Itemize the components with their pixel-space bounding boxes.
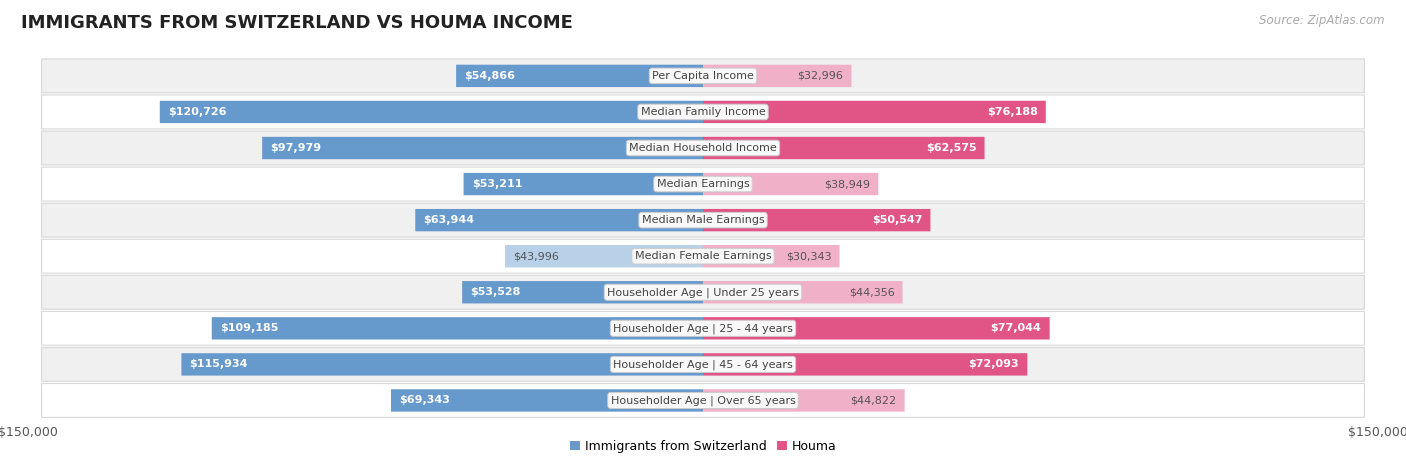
FancyBboxPatch shape xyxy=(42,59,1364,93)
FancyBboxPatch shape xyxy=(703,209,931,231)
Text: $72,093: $72,093 xyxy=(969,360,1019,369)
Text: $30,343: $30,343 xyxy=(786,251,831,261)
Text: $77,044: $77,044 xyxy=(991,323,1042,333)
FancyBboxPatch shape xyxy=(505,245,703,268)
Text: $44,356: $44,356 xyxy=(849,287,894,297)
Text: Householder Age | 25 - 44 years: Householder Age | 25 - 44 years xyxy=(613,323,793,333)
Text: $76,188: $76,188 xyxy=(987,107,1038,117)
FancyBboxPatch shape xyxy=(703,245,839,268)
Text: Householder Age | 45 - 64 years: Householder Age | 45 - 64 years xyxy=(613,359,793,370)
FancyBboxPatch shape xyxy=(262,137,703,159)
Text: $63,944: $63,944 xyxy=(423,215,475,225)
Legend: Immigrants from Switzerland, Houma: Immigrants from Switzerland, Houma xyxy=(565,435,841,458)
FancyBboxPatch shape xyxy=(415,209,703,231)
FancyBboxPatch shape xyxy=(464,173,703,195)
FancyBboxPatch shape xyxy=(703,317,1050,340)
FancyBboxPatch shape xyxy=(703,353,1028,375)
FancyBboxPatch shape xyxy=(42,276,1364,309)
FancyBboxPatch shape xyxy=(212,317,703,340)
Text: $115,934: $115,934 xyxy=(190,360,247,369)
FancyBboxPatch shape xyxy=(703,281,903,304)
Text: $97,979: $97,979 xyxy=(270,143,322,153)
FancyBboxPatch shape xyxy=(42,347,1364,382)
Text: $69,343: $69,343 xyxy=(399,396,450,405)
FancyBboxPatch shape xyxy=(160,101,703,123)
FancyBboxPatch shape xyxy=(703,65,852,87)
Text: $53,211: $53,211 xyxy=(471,179,522,189)
Text: $32,996: $32,996 xyxy=(797,71,844,81)
FancyBboxPatch shape xyxy=(42,311,1364,345)
Text: Median Family Income: Median Family Income xyxy=(641,107,765,117)
FancyBboxPatch shape xyxy=(703,101,1046,123)
Text: $109,185: $109,185 xyxy=(219,323,278,333)
Text: $43,996: $43,996 xyxy=(513,251,560,261)
Text: $62,575: $62,575 xyxy=(925,143,976,153)
Text: Per Capita Income: Per Capita Income xyxy=(652,71,754,81)
FancyBboxPatch shape xyxy=(391,389,703,411)
Text: Median Male Earnings: Median Male Earnings xyxy=(641,215,765,225)
Text: IMMIGRANTS FROM SWITZERLAND VS HOUMA INCOME: IMMIGRANTS FROM SWITZERLAND VS HOUMA INC… xyxy=(21,14,574,32)
Text: $120,726: $120,726 xyxy=(167,107,226,117)
Text: $53,528: $53,528 xyxy=(470,287,520,297)
Text: $50,547: $50,547 xyxy=(872,215,922,225)
Text: $44,822: $44,822 xyxy=(851,396,897,405)
FancyBboxPatch shape xyxy=(181,353,703,375)
FancyBboxPatch shape xyxy=(42,131,1364,165)
Text: Median Household Income: Median Household Income xyxy=(628,143,778,153)
FancyBboxPatch shape xyxy=(42,383,1364,417)
FancyBboxPatch shape xyxy=(463,281,703,304)
FancyBboxPatch shape xyxy=(42,95,1364,129)
Text: Householder Age | Over 65 years: Householder Age | Over 65 years xyxy=(610,395,796,406)
Text: Median Earnings: Median Earnings xyxy=(657,179,749,189)
FancyBboxPatch shape xyxy=(703,389,904,411)
FancyBboxPatch shape xyxy=(703,173,879,195)
FancyBboxPatch shape xyxy=(703,137,984,159)
Text: Householder Age | Under 25 years: Householder Age | Under 25 years xyxy=(607,287,799,297)
Text: Source: ZipAtlas.com: Source: ZipAtlas.com xyxy=(1260,14,1385,27)
Text: $38,949: $38,949 xyxy=(824,179,870,189)
Text: Median Female Earnings: Median Female Earnings xyxy=(634,251,772,261)
FancyBboxPatch shape xyxy=(456,65,703,87)
FancyBboxPatch shape xyxy=(42,203,1364,237)
FancyBboxPatch shape xyxy=(42,239,1364,273)
FancyBboxPatch shape xyxy=(42,167,1364,201)
Text: $54,866: $54,866 xyxy=(464,71,515,81)
